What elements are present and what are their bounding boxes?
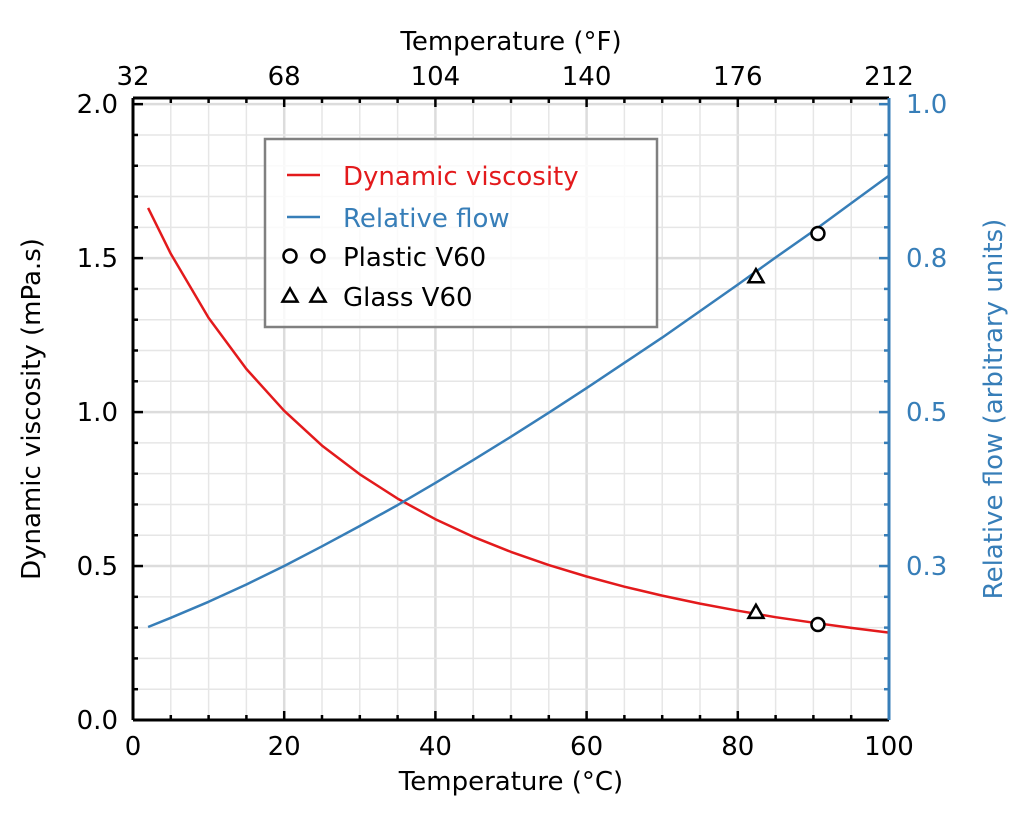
x-tick-label: 100 — [864, 732, 914, 762]
triangle-marker — [746, 266, 766, 284]
triangle-marker — [746, 602, 766, 620]
y2-tick-label: 0.5 — [906, 398, 947, 428]
legend-frame — [263, 137, 659, 329]
x2-tick-label: 212 — [864, 62, 914, 92]
legend-item: Glass V60 — [280, 283, 473, 313]
y2-axis-title: Relative flow (arbitrary units) — [979, 219, 1009, 600]
series-line-relative-flow — [147, 174, 890, 629]
x-tick-label: 40 — [419, 732, 452, 762]
circle-marker — [810, 225, 826, 242]
legend-circle-swatch — [310, 248, 326, 264]
legend-item: Dynamic viscosity — [287, 162, 579, 192]
y2-tick-label: 1.0 — [906, 90, 947, 120]
y-tick-label: 1.0 — [77, 398, 118, 428]
legend-item: Relative flow — [287, 204, 510, 234]
legend-label: Dynamic viscosity — [343, 162, 579, 192]
x-tick-label: 0 — [125, 732, 142, 762]
legend-circle-swatch — [282, 248, 298, 264]
y-tick-label: 0.5 — [77, 552, 118, 582]
x2-tick-label: 140 — [562, 62, 612, 92]
y-tick-label: 0.0 — [77, 706, 118, 736]
x-tick-label: 20 — [268, 732, 301, 762]
y2-tick-label: 0.8 — [906, 244, 947, 274]
y-axis-title: Dynamic viscosity (mPa.s) — [17, 238, 47, 580]
x2-tick-label: 176 — [713, 62, 763, 92]
data-markers — [746, 225, 826, 633]
x2-axis-title: Temperature (°F) — [399, 27, 621, 57]
legend-triangle-swatch — [280, 285, 300, 303]
legend-label: Glass V60 — [343, 283, 473, 313]
x-tick-label: 60 — [570, 732, 603, 762]
x2-tick-label: 68 — [268, 62, 301, 92]
legend: Dynamic viscosity Relative flow Plastic V6… — [263, 137, 659, 329]
legend-item: Plastic V60 — [282, 243, 486, 273]
y2-tick-label: 0.3 — [906, 552, 947, 582]
x2-tick-label: 32 — [116, 62, 149, 92]
tick-labels: 0 32 20 68 40 104 60 140 80 176 100 212 0.0 0.5 1.0 1.5… — [77, 62, 948, 762]
x2-tick-label: 104 — [411, 62, 461, 92]
legend-label: Plastic V60 — [343, 243, 486, 273]
legend-label: Relative flow — [343, 204, 510, 234]
circle-marker — [810, 616, 826, 633]
x-axis-title: Temperature (°C) — [398, 767, 623, 797]
axes — [131, 96, 891, 722]
y-tick-label: 2.0 — [77, 90, 118, 120]
x-tick-label: 80 — [721, 732, 754, 762]
legend-triangle-swatch — [308, 285, 328, 303]
y-tick-label: 1.5 — [77, 244, 118, 274]
